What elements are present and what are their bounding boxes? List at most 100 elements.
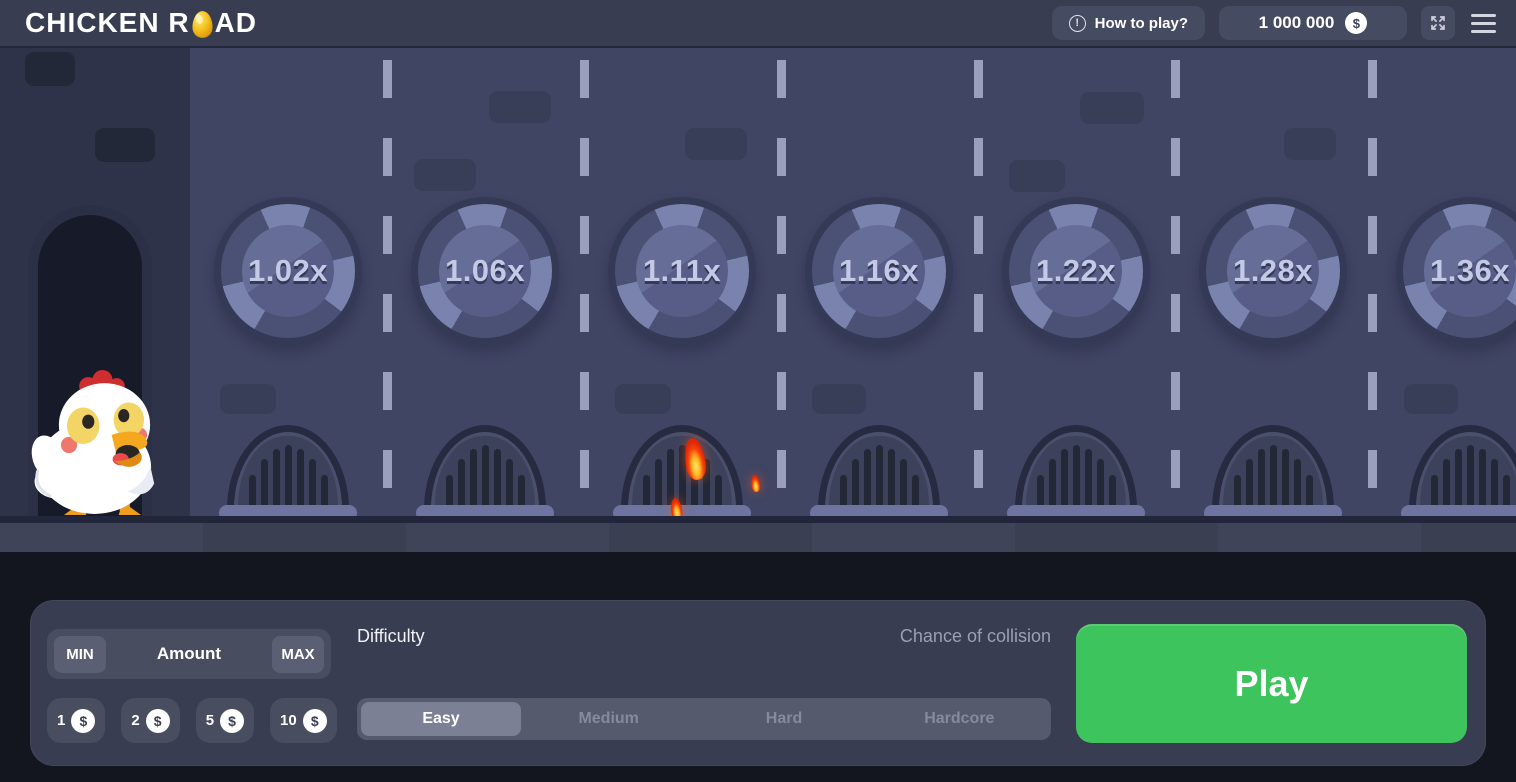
egg-logo-icon [192, 10, 213, 38]
amount-widget: MIN Amount MAX [47, 629, 331, 679]
bet-chip-1[interactable]: 1 $ [47, 698, 106, 743]
control-panel: MIN Amount MAX 1 $2 $5 $10 $ Difficulty Chan… [30, 600, 1486, 766]
difficulty-tab-hardcore[interactable]: Hardcore [872, 702, 1047, 736]
chicken-character [31, 370, 155, 515]
lane-divider [1368, 60, 1377, 516]
wall-patch [25, 52, 75, 86]
fullscreen-button[interactable] [1421, 6, 1455, 40]
sewer-grate [1007, 425, 1145, 516]
how-to-play-button[interactable]: ! How to play? [1051, 6, 1205, 40]
multiplier-plate: 1.11x [608, 197, 756, 345]
chance-of-collision-label: Chance of collision [899, 626, 1051, 646]
road-patch [1404, 384, 1458, 414]
menu-button[interactable] [1469, 10, 1498, 37]
start-zone [0, 48, 190, 516]
min-button[interactable]: MIN [54, 635, 106, 673]
sewer-grate [810, 425, 948, 516]
plate-ring: 1.22x [1009, 204, 1143, 338]
difficulty-selector: Easy Medium Hard Hardcore [357, 698, 1051, 740]
amount-label: Amount [156, 644, 222, 663]
max-button[interactable]: MAX [272, 635, 324, 673]
top-bar: CHICKEN R AD ! How to play? [0, 0, 1516, 48]
hamburger-icon [1471, 13, 1496, 17]
chip-value: 1 [57, 712, 66, 729]
bottom-section: MIN Amount MAX 1 $2 $5 $10 $ Difficulty Chan… [0, 552, 1516, 782]
multiplier-value: 1.06x [444, 253, 526, 288]
plate-ring: 1.02x [221, 204, 355, 338]
sewer-grate [613, 425, 762, 516]
plate-ring: 1.16x [812, 204, 946, 338]
multiplier-value: 1.16x [838, 253, 920, 288]
play-button[interactable]: Play [1076, 624, 1467, 743]
sewer-grate [416, 425, 554, 516]
plate-face: 1.22x [1030, 225, 1122, 317]
flame-icon [749, 474, 762, 493]
road-patch [685, 128, 747, 160]
road-patch [615, 384, 671, 414]
bet-chips: 1 $2 $5 $10 $ [47, 698, 337, 743]
multiplier-plate: 1.36x [1396, 197, 1516, 345]
multiplier-plate: 1.22x [1002, 197, 1150, 345]
difficulty-label: Difficulty [357, 626, 425, 646]
plate-face: 1.06x [439, 225, 531, 317]
lane: 1.06x [383, 48, 584, 516]
bet-chip-2[interactable]: 2 $ [121, 698, 180, 743]
info-icon: ! [1068, 14, 1086, 32]
how-to-play-label: How to play? [1094, 14, 1188, 32]
multiplier-value: 1.11x [642, 253, 722, 288]
road-patch [414, 159, 476, 191]
lane-divider [974, 60, 983, 516]
chip-dollar-icon: $ [145, 708, 170, 733]
plate-face: 1.11x [636, 225, 728, 317]
logo-text-right: AD [214, 7, 258, 38]
sidewalk [0, 523, 1516, 552]
plate-ring: 1.28x [1206, 204, 1340, 338]
difficulty-tab-easy[interactable]: Easy [361, 702, 521, 736]
road-patch [220, 384, 276, 414]
lane-divider [580, 60, 589, 516]
lane-divider [383, 60, 392, 516]
plate-face: 1.02x [242, 225, 334, 317]
road-patch [1009, 160, 1065, 192]
road: 1.02x 1.06x 1.11x 1.16x 1.22x 1.28x 1.36x [0, 48, 1516, 516]
plate-face: 1.36x [1424, 225, 1516, 317]
multiplier-value: 1.22x [1035, 253, 1117, 288]
road-edge [0, 516, 1516, 523]
lane: 1.02x [190, 48, 387, 516]
bet-chip-5[interactable]: 5 $ [195, 698, 255, 743]
lane: 1.16x [777, 48, 978, 516]
plate-face: 1.28x [1227, 225, 1319, 317]
multiplier-plate: 1.06x [411, 197, 559, 345]
chip-value: 2 [131, 712, 140, 729]
chip-dollar-icon: $ [302, 708, 327, 733]
plate-face: 1.16x [833, 225, 925, 317]
chip-value: 10 [280, 712, 297, 729]
sewer-grate [219, 425, 357, 516]
wall-patch [95, 128, 155, 162]
road-patch [489, 91, 551, 123]
multiplier-value: 1.28x [1232, 253, 1314, 288]
logo-text-left: CHICKEN R [25, 7, 190, 38]
bet-chip-10[interactable]: 10 $ [270, 698, 337, 743]
lane: 1.36x [1368, 48, 1516, 516]
lane-divider [777, 60, 786, 516]
multiplier-plate: 1.02x [214, 197, 362, 345]
difficulty-tab-hard[interactable]: Hard [696, 702, 871, 736]
game-board: 1.02x 1.06x 1.11x 1.16x 1.22x 1.28x 1.36x [0, 48, 1516, 552]
balance-value: 1 000 000 [1258, 13, 1335, 32]
road-patch [1284, 128, 1336, 160]
chip-dollar-icon: $ [71, 708, 96, 733]
app-logo: CHICKEN R AD [25, 7, 257, 39]
lane: 1.28x [1171, 48, 1372, 516]
plate-ring: 1.11x [615, 204, 749, 338]
fullscreen-expand-icon [1431, 16, 1445, 30]
sewer-grate [1401, 425, 1516, 516]
lane: 1.22x [974, 48, 1175, 516]
sewer-grate [1204, 425, 1342, 516]
difficulty-tab-medium[interactable]: Medium [521, 702, 696, 736]
currency-dollar-icon: $ [1345, 12, 1368, 34]
road-patch [1080, 92, 1144, 124]
chip-dollar-icon: $ [220, 708, 245, 733]
multiplier-plate: 1.16x [805, 197, 953, 345]
